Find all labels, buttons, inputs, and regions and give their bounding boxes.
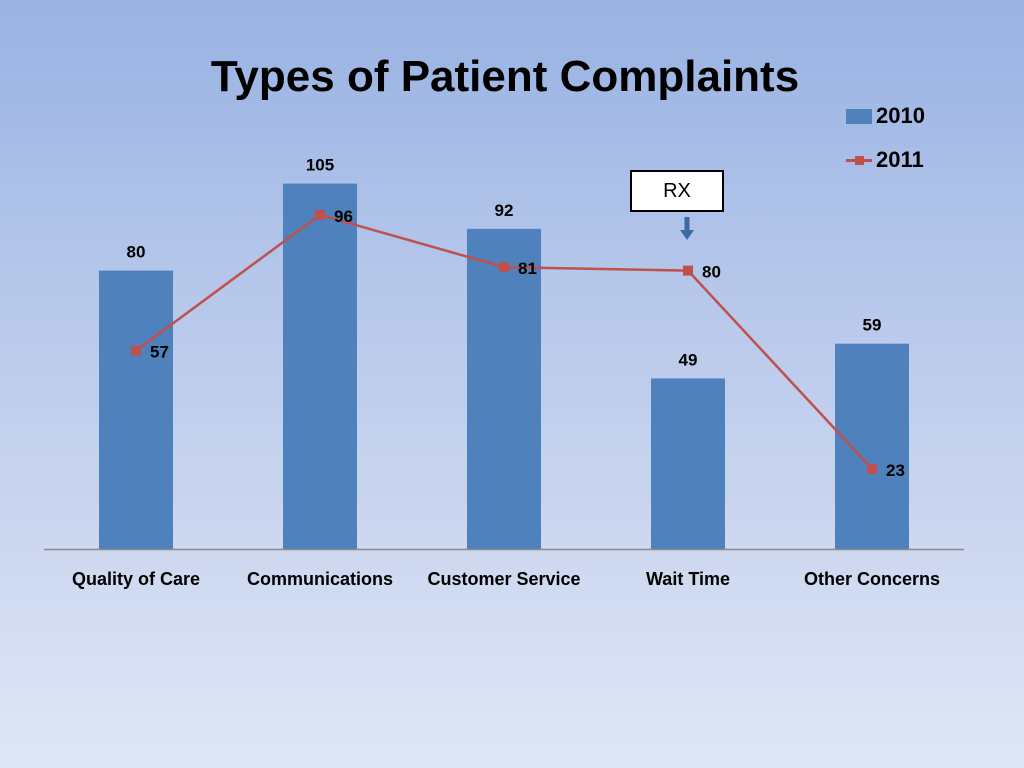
bar-2010 <box>99 270 173 549</box>
data-label-2010: 92 <box>495 201 514 220</box>
legend-label-2011: 2011 <box>876 147 924 172</box>
x-tick-label: Wait Time <box>646 569 730 589</box>
bar-2010 <box>467 228 541 549</box>
bar-2010 <box>283 183 357 549</box>
legend: 2010 2011 <box>846 94 925 182</box>
bar-2010 <box>835 343 909 549</box>
data-label-2010: 80 <box>127 243 146 262</box>
data-label-2010: 49 <box>679 350 698 369</box>
data-label-2011: 23 <box>886 461 905 480</box>
bar-2010 <box>651 378 725 549</box>
data-label-2010: 59 <box>863 316 882 335</box>
data-label-2011: 81 <box>518 259 537 278</box>
rx-callout-box: RX <box>630 170 724 212</box>
x-tick-label: Quality of Care <box>72 569 200 589</box>
data-label-2011: 96 <box>334 207 353 226</box>
legend-item-2010: 2010 <box>846 94 925 138</box>
marker-2011 <box>683 265 693 276</box>
x-tick-label: Other Concerns <box>804 569 940 589</box>
rx-arrow-head <box>680 230 694 240</box>
x-tick-label: Customer Service <box>427 569 580 589</box>
legend-item-2011: 2011 <box>846 138 925 182</box>
x-tick-label: Communications <box>247 569 393 589</box>
marker-2011 <box>499 262 509 273</box>
data-label-2010: 105 <box>306 156 334 175</box>
legend-swatch-bar <box>846 108 872 124</box>
data-label-2011: 57 <box>150 343 169 362</box>
chart-title: Types of Patient Complaints <box>210 52 800 101</box>
marker-2011 <box>867 463 877 474</box>
legend-swatch-line <box>846 153 872 168</box>
marker-2011 <box>131 345 141 356</box>
rx-arrow-shaft <box>684 217 690 231</box>
data-label-2011: 80 <box>702 263 721 282</box>
marker-2011 <box>315 209 325 220</box>
legend-label-2010: 2010 <box>876 103 925 128</box>
